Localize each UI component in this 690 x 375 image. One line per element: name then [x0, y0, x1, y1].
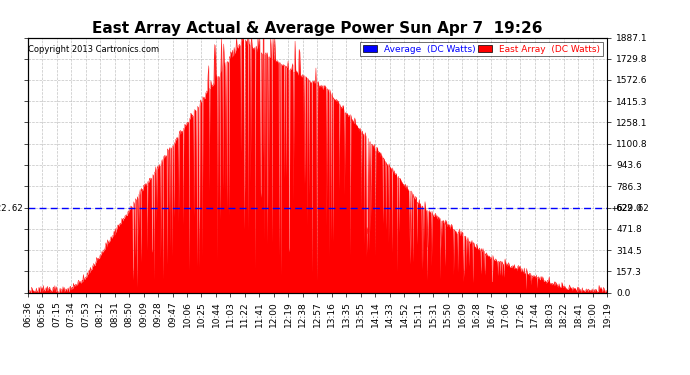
Text: +622.62: +622.62 [0, 204, 23, 213]
Text: Copyright 2013 Cartronics.com: Copyright 2013 Cartronics.com [28, 45, 159, 54]
Title: East Array Actual & Average Power Sun Apr 7  19:26: East Array Actual & Average Power Sun Ap… [92, 21, 542, 36]
Text: +622.62: +622.62 [611, 204, 649, 213]
Legend: Average  (DC Watts), East Array  (DC Watts): Average (DC Watts), East Array (DC Watts… [360, 42, 602, 56]
